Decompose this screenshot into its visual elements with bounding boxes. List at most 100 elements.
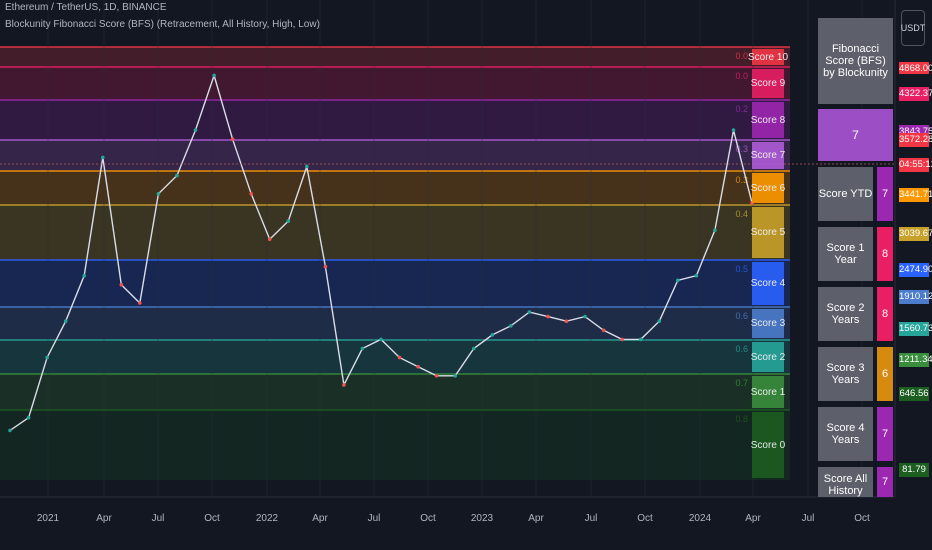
x-tick-label: Jul <box>801 513 815 524</box>
panel-row-value: 7 <box>877 407 893 461</box>
price-point <box>230 137 235 141</box>
price-point <box>342 383 346 387</box>
price-point <box>546 314 550 319</box>
price-point <box>620 337 624 342</box>
price-point <box>82 273 86 278</box>
panel-title: Fibonacci Score (BFS) by Blockunity <box>818 18 893 104</box>
fib-ratio-label: 0.6 <box>735 311 748 321</box>
panel-row-label: Score 2 Years <box>818 287 873 341</box>
price-point <box>416 364 420 369</box>
price-tag: 3039.67 <box>899 227 932 241</box>
fib-band <box>0 100 790 140</box>
score-label-score-8: Score 8 <box>751 102 785 138</box>
fib-band <box>0 307 790 340</box>
price-point <box>472 346 476 351</box>
panel-row-label: Score YTD <box>818 167 873 221</box>
panel-row-label: Score 1 Year <box>818 227 873 281</box>
price-tag: 4868.00 <box>899 62 932 74</box>
x-tick-label: Jul <box>151 513 165 524</box>
x-tick-label: Jul <box>584 513 598 524</box>
price-tag: 2474.90 <box>899 263 932 277</box>
fib-ratio-label: 0.2 <box>735 104 748 114</box>
score-label-score-1: Score 1 <box>751 376 785 408</box>
price-series <box>8 73 754 433</box>
panel-row-value: 7 <box>877 467 893 497</box>
fib-ratio-label: 0.5 <box>735 264 748 274</box>
score-label-score-2: Score 2 <box>751 342 785 372</box>
currency-button[interactable]: USDT <box>901 10 925 46</box>
price-tag: 4322.37 <box>899 87 932 101</box>
panel-row-value: 8 <box>877 227 893 281</box>
price-point <box>601 328 606 333</box>
price-point <box>379 337 383 342</box>
price-point <box>138 301 142 305</box>
indicator-title: Blockunity Fibonacci Score (BFS) (Retrac… <box>5 19 320 30</box>
price-point <box>101 155 105 160</box>
x-tick-label: Oct <box>854 513 870 524</box>
price-point <box>26 415 31 420</box>
fib-ratio-label: 0.4 <box>735 209 748 219</box>
fib-band <box>0 205 790 260</box>
x-tick-label: Apr <box>745 513 761 524</box>
fib-band <box>0 260 790 307</box>
price-point <box>8 428 12 433</box>
fib-ratio-label: 0.0 <box>735 51 748 61</box>
price-point <box>119 283 124 287</box>
price-point <box>397 355 402 360</box>
x-tick-label: Oct <box>637 513 653 524</box>
fib-band <box>0 171 790 205</box>
price-point <box>731 128 736 132</box>
x-tick-label: Apr <box>312 513 328 524</box>
fib-ratio-label: 0.3 <box>735 144 748 154</box>
price-point <box>583 314 587 319</box>
fib-ratio-label: 0.0 <box>735 71 748 81</box>
panel-main-score: 7 <box>818 109 893 161</box>
price-point <box>638 337 643 342</box>
x-tick-label: 2023 <box>470 513 494 524</box>
price-point <box>360 346 365 351</box>
x-tick-label: Apr <box>96 513 112 524</box>
price-tag: 1211.34 <box>899 353 932 367</box>
score-label-score-5: Score 5 <box>751 207 785 258</box>
price-tag: 1910.12 <box>899 290 932 304</box>
fibonacci-bands: 0.0 0.0 0.2 0.3 0.3 0.4 0.5 0.6 0.6 0.7 0.8 <box>0 46 790 480</box>
score-label-score-4: Score 4 <box>751 262 785 305</box>
price-tag: 3572.28 <box>899 133 932 147</box>
panel-row-value: 7 <box>877 167 893 221</box>
price-point <box>509 324 513 328</box>
price-point <box>323 264 328 269</box>
fib-ratio-label: 0.6 <box>735 344 748 354</box>
fib-ratio-label: 0.3 <box>735 175 748 185</box>
panel-row-label: Score All History <box>818 467 873 497</box>
fib-band <box>0 67 790 100</box>
price-point <box>564 319 569 324</box>
x-tick-label: 2022 <box>255 513 279 524</box>
price-point <box>267 237 272 242</box>
fib-ratio-label: 0.7 <box>735 378 748 388</box>
fib-band <box>0 340 790 374</box>
price-point <box>434 374 439 378</box>
x-tick-label: 2024 <box>688 513 712 524</box>
score-label-score-0: Score 0 <box>751 412 785 478</box>
price-point <box>212 73 216 78</box>
price-point <box>156 192 161 196</box>
panel-row-value: 8 <box>877 287 893 341</box>
price-point <box>657 319 662 324</box>
score-label-score-3: Score 3 <box>751 309 785 338</box>
price-point <box>694 273 699 278</box>
price-point <box>175 173 179 178</box>
fib-ratio-label: 0.8 <box>735 414 748 424</box>
score-label-score-7: Score 7 <box>751 142 785 169</box>
panel-row-value: 6 <box>877 347 893 401</box>
fib-band <box>0 140 790 171</box>
x-tick-label: Oct <box>420 513 436 524</box>
price-point <box>676 278 680 283</box>
price-tag: 3441.71 <box>899 188 932 202</box>
fib-band <box>0 374 790 410</box>
price-point <box>286 219 291 223</box>
score-label-score-9: Score 9 <box>751 69 785 98</box>
price-tag: 1560.73 <box>899 322 932 336</box>
symbol-title: Ethereum / TetherUS, 1D, BINANCE <box>5 2 167 13</box>
price-point <box>63 319 68 324</box>
